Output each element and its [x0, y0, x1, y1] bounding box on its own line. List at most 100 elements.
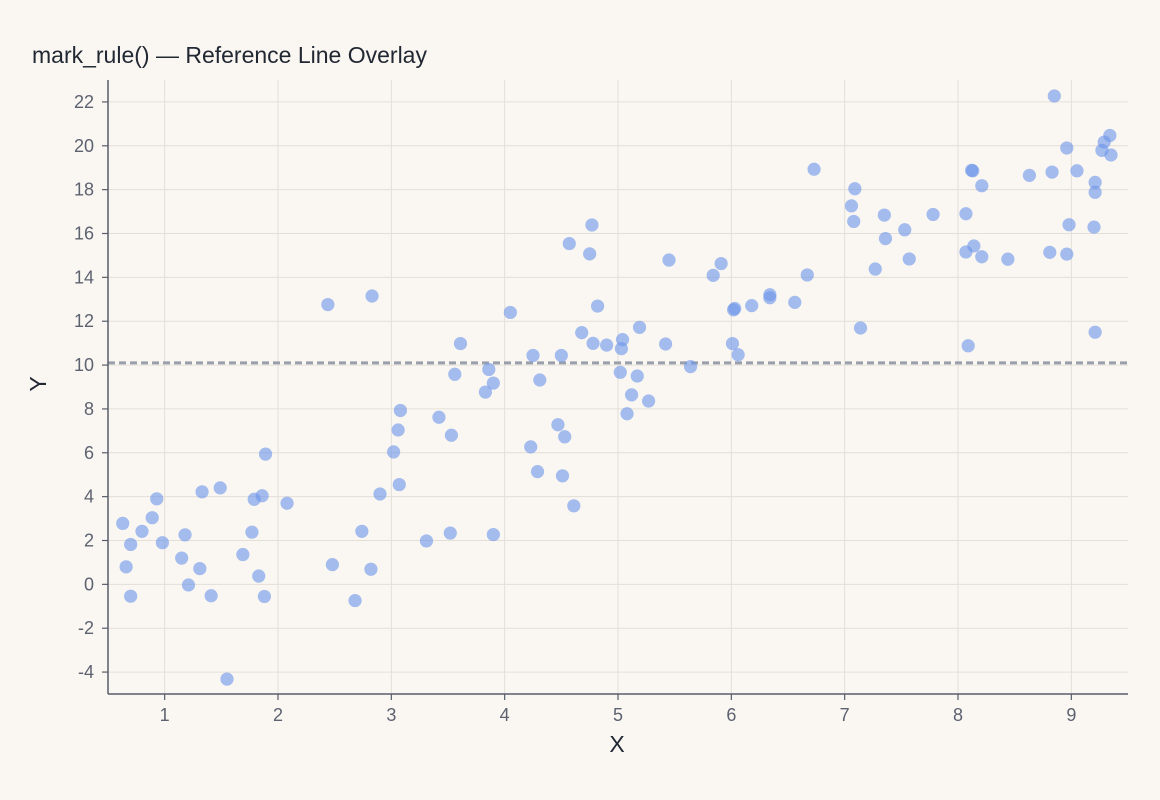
- y-tick-label: 22: [74, 92, 94, 112]
- data-point: [155, 536, 169, 550]
- data-point: [524, 440, 538, 454]
- data-point: [533, 373, 547, 387]
- data-point: [1087, 220, 1101, 234]
- y-tick-label: 20: [74, 136, 94, 156]
- data-point: [1062, 218, 1076, 232]
- data-point: [1045, 165, 1059, 179]
- x-tick-label: 9: [1066, 705, 1076, 725]
- data-point: [575, 326, 589, 340]
- data-point: [365, 289, 379, 303]
- data-point: [135, 524, 149, 538]
- data-point: [615, 333, 630, 347]
- data-point: [788, 295, 802, 309]
- x-tick-label: 5: [613, 705, 623, 725]
- data-point: [642, 394, 656, 408]
- data-point: [878, 231, 893, 246]
- data-point: [444, 428, 458, 442]
- y-tick-label: 10: [74, 355, 94, 375]
- data-point: [659, 337, 673, 351]
- data-point: [124, 537, 138, 552]
- data-point: [245, 525, 259, 539]
- y-tick-label: 18: [74, 180, 94, 200]
- chart-title: mark_rule() — Reference Line Overlay: [32, 42, 427, 68]
- data-point: [150, 492, 164, 506]
- x-tick-label: 4: [500, 705, 510, 725]
- data-point: [586, 336, 600, 350]
- data-point: [204, 589, 218, 603]
- data-point: [1022, 168, 1036, 182]
- data-point: [255, 489, 269, 503]
- x-tick-label: 8: [953, 705, 963, 725]
- data-points: [116, 89, 1118, 686]
- y-tick-label: 4: [84, 487, 94, 507]
- data-point: [181, 578, 196, 592]
- data-point: [763, 288, 777, 302]
- y-axis-title: Y: [25, 376, 51, 391]
- data-point: [486, 376, 500, 390]
- data-point: [898, 223, 912, 237]
- data-point: [847, 214, 861, 229]
- x-tick-label: 2: [273, 705, 283, 725]
- data-point: [503, 305, 517, 320]
- data-point: [632, 320, 647, 334]
- y-tick-label: 6: [84, 443, 94, 463]
- data-point: [613, 365, 627, 379]
- data-point: [257, 589, 271, 604]
- data-point: [178, 528, 192, 542]
- data-point: [714, 256, 728, 271]
- data-point: [725, 336, 740, 351]
- data-point: [1088, 325, 1102, 339]
- x-tick-label: 6: [726, 705, 736, 725]
- data-point: [1103, 128, 1117, 143]
- data-point: [745, 299, 759, 313]
- data-point: [961, 339, 975, 353]
- data-point: [325, 558, 339, 572]
- data-point: [1060, 141, 1074, 155]
- data-point: [1060, 247, 1074, 261]
- data-point: [119, 560, 133, 574]
- y-tick-label: 2: [84, 531, 94, 551]
- data-point: [419, 534, 434, 548]
- data-point: [844, 199, 859, 213]
- data-point: [1043, 245, 1057, 259]
- data-point: [1070, 164, 1084, 178]
- data-point: [1104, 148, 1118, 162]
- data-point: [373, 487, 387, 501]
- data-point: [453, 336, 468, 351]
- data-point: [478, 385, 492, 399]
- data-point: [558, 430, 572, 444]
- data-point: [392, 477, 406, 492]
- data-point: [526, 348, 540, 363]
- data-point: [554, 348, 568, 363]
- data-point: [213, 481, 227, 495]
- data-point: [975, 250, 989, 264]
- data-point: [280, 496, 294, 510]
- data-point: [193, 561, 207, 576]
- y-tick-label: -4: [78, 662, 94, 682]
- x-axis-title: X: [609, 731, 624, 757]
- x-tick-label: 7: [840, 705, 850, 725]
- data-point: [967, 239, 981, 253]
- data-point: [387, 445, 401, 459]
- data-point: [975, 179, 989, 193]
- data-point: [432, 410, 446, 424]
- data-point: [145, 511, 159, 525]
- data-point: [583, 247, 597, 261]
- data-point: [848, 182, 862, 196]
- data-point: [567, 499, 581, 513]
- data-point: [348, 593, 362, 608]
- y-tick-label: 14: [74, 267, 94, 287]
- data-point: [877, 208, 891, 222]
- data-point: [902, 252, 916, 266]
- data-point: [252, 569, 266, 583]
- data-point: [236, 547, 250, 562]
- data-point: [443, 526, 457, 540]
- x-tick-label: 3: [386, 705, 396, 725]
- data-point: [728, 301, 742, 316]
- data-point: [1088, 175, 1102, 190]
- data-point: [959, 207, 973, 221]
- data-point: [706, 268, 720, 282]
- data-point: [391, 423, 405, 437]
